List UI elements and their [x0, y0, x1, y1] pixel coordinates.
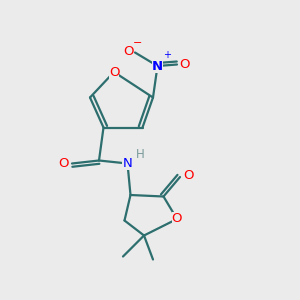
- Text: +: +: [163, 50, 171, 61]
- Text: N: N: [123, 157, 132, 170]
- Text: H: H: [136, 148, 145, 161]
- Text: O: O: [109, 65, 119, 79]
- Text: O: O: [172, 212, 182, 226]
- Text: O: O: [123, 45, 134, 58]
- Text: N: N: [152, 59, 163, 73]
- Text: O: O: [58, 157, 69, 170]
- Text: O: O: [179, 58, 190, 71]
- Text: O: O: [183, 169, 194, 182]
- Text: −: −: [133, 38, 142, 48]
